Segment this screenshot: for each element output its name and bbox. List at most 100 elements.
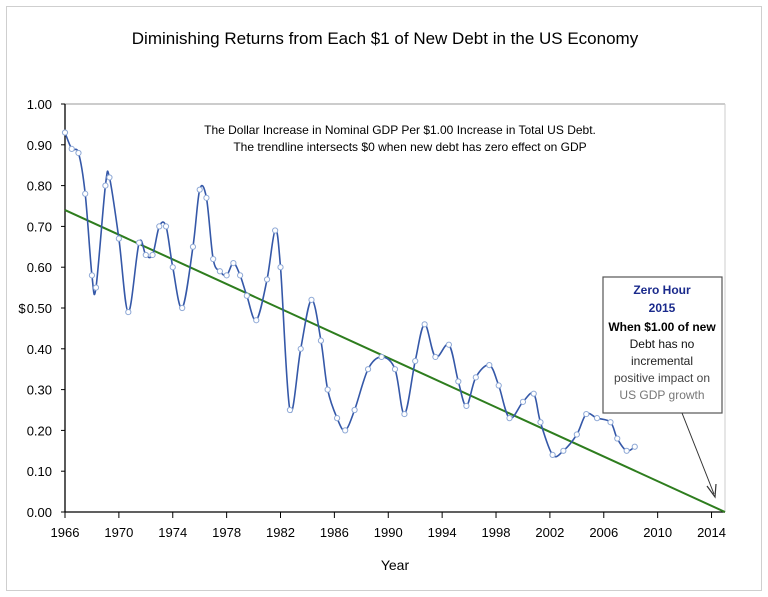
data-point: [351, 406, 358, 414]
annotation-line-1: When $1.00 of new: [608, 320, 716, 334]
annotation-rect: [602, 276, 723, 414]
x-tick-label: 1998: [482, 525, 511, 540]
y-tick-label: 0.90: [27, 138, 52, 153]
annotation-title-2: 2015: [649, 301, 676, 315]
data-point: [607, 419, 614, 426]
data-point: [421, 321, 428, 328]
data-point: [286, 406, 294, 414]
data-point: [243, 292, 250, 299]
x-tick-label: 1994: [428, 525, 457, 540]
data-point: [308, 296, 315, 303]
data-point: [189, 243, 197, 250]
annotation-box: Zero Hour 2015 When $1.00 of new Debt ha…: [602, 276, 723, 499]
data-point: [162, 223, 170, 230]
x-tick-label: 1990: [374, 525, 403, 540]
data-point: [623, 447, 630, 454]
data-point: [237, 272, 244, 279]
y-tick-label: 0.40: [27, 342, 52, 357]
data-point: [61, 129, 69, 136]
data-point: [196, 186, 203, 193]
data-point: [530, 390, 537, 397]
y-axis-label: $: [18, 301, 26, 316]
x-tick-label: 1978: [212, 525, 241, 540]
data-point: [92, 284, 100, 291]
data-point: [549, 451, 556, 458]
data-point: [560, 447, 567, 454]
data-point: [142, 251, 149, 259]
data-point: [333, 415, 341, 422]
data-point: [412, 357, 419, 365]
data-point: [391, 366, 399, 373]
data-point: [486, 362, 493, 369]
data-point: [263, 276, 271, 283]
data-point: [455, 378, 462, 385]
data-point: [179, 304, 186, 312]
data-point: [203, 194, 210, 201]
data-point: [223, 272, 230, 279]
annotation-line-2: Debt has no: [630, 337, 695, 351]
data-point: [169, 264, 176, 271]
y-tick-label: 1.00: [27, 97, 52, 112]
x-tick-label: 2014: [697, 525, 726, 540]
data-point: [135, 239, 143, 246]
data-point: [378, 353, 385, 361]
data-point: [216, 268, 223, 275]
data-point: [593, 415, 601, 422]
y-tick-label: 0.50: [27, 301, 52, 316]
data-point: [401, 410, 408, 418]
data-point: [324, 386, 331, 393]
subtitle-line-2: The trendline intersects $0 when new deb…: [233, 140, 586, 154]
data-point: [106, 174, 113, 181]
data-point: [272, 227, 279, 234]
y-tick-label: 0.70: [27, 219, 52, 234]
data-point: [297, 345, 304, 352]
y-tick-label: 0.30: [27, 383, 52, 398]
trendline: [64, 209, 726, 513]
data-point: [614, 435, 621, 442]
x-axis-label: Year: [381, 557, 410, 573]
y-tick-label: 0.20: [27, 423, 52, 438]
chart-frame: [6, 6, 762, 591]
y-tick-label: 0.10: [27, 464, 52, 479]
x-tick-label: 1970: [104, 525, 133, 540]
data-point: [68, 145, 75, 152]
data-point: [506, 415, 513, 422]
data-point: [364, 366, 372, 373]
data-point: [82, 190, 89, 197]
x-tick-label: 2010: [643, 525, 672, 540]
data-point: [342, 427, 349, 434]
data-point: [537, 419, 544, 426]
data-point: [115, 235, 122, 242]
annotation-line-4: positive impact on: [614, 371, 710, 385]
data-point: [277, 264, 284, 271]
data-point: [317, 337, 325, 344]
data-point: [631, 443, 638, 450]
series-line: [64, 132, 636, 458]
x-tick-label: 2006: [589, 525, 618, 540]
data-point: [519, 398, 527, 405]
annotation-line-5: US GDP growth: [619, 388, 704, 402]
data-point: [495, 382, 502, 389]
x-tick-label: 2002: [535, 525, 564, 540]
data-point: [230, 260, 237, 267]
annotation-arrow: [681, 412, 715, 495]
y-tick-label: 0.60: [27, 260, 52, 275]
subtitle-line-1: The Dollar Increase in Nominal GDP Per $…: [204, 123, 596, 137]
annotation-line-3: incremental: [631, 354, 693, 368]
data-point: [88, 272, 96, 279]
y-tick-label: 0.00: [27, 505, 52, 520]
data-point: [75, 149, 82, 157]
data-point: [102, 182, 109, 189]
x-tick-label: 1982: [266, 525, 295, 540]
data-point: [573, 431, 580, 438]
data-point: [463, 402, 470, 410]
data-point: [149, 251, 156, 259]
x-tick-label: 1974: [158, 525, 187, 540]
x-tick-label: 1986: [320, 525, 349, 540]
x-tick-label: 1966: [51, 525, 80, 540]
data-point: [472, 374, 479, 381]
arrow-head-icon: [706, 483, 717, 499]
chart-title: Diminishing Returns from Each $1 of New …: [132, 29, 639, 48]
data-point: [210, 255, 217, 263]
data-point: [156, 223, 163, 230]
